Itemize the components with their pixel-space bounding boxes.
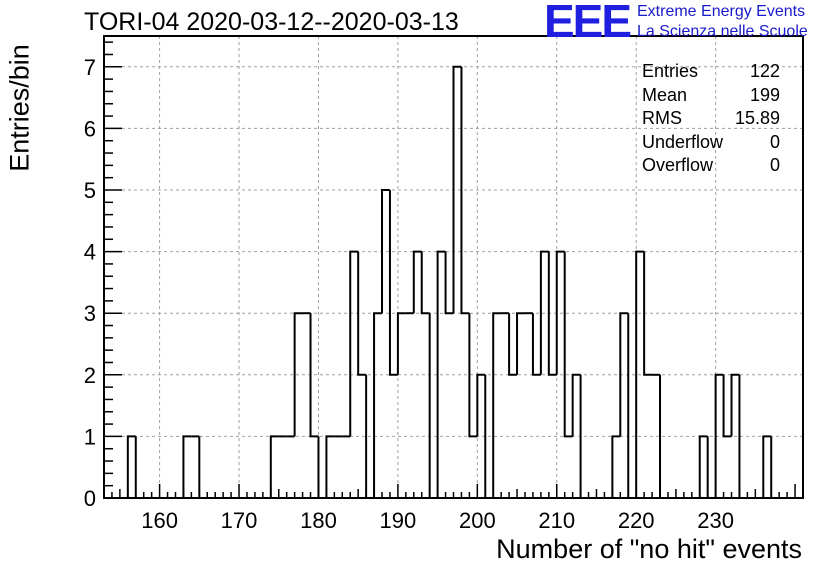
- y-tick-label: 5: [84, 178, 96, 203]
- eee-logo-mark: EEE: [544, 0, 632, 47]
- logo-caption-line1: Extreme Energy Events: [637, 3, 806, 20]
- histogram-bin: [412, 250, 422, 314]
- histogram-bin: [436, 250, 446, 498]
- y-axis-label: Entries/bin: [4, 44, 35, 172]
- histogram-bin: [452, 65, 462, 314]
- histogram-bin: [476, 373, 486, 437]
- axis-ticks: [103, 41, 804, 499]
- histogram-bin: [396, 312, 406, 375]
- x-tick-label: 160: [141, 508, 178, 533]
- histogram-bin: [571, 373, 581, 437]
- x-tick-label: 190: [380, 508, 417, 533]
- histogram-bin: [182, 435, 192, 498]
- stats-label: Mean: [642, 84, 688, 105]
- stats-row-mean: Mean 199: [642, 84, 780, 108]
- histogram-bin: [531, 313, 541, 376]
- histogram-bin: [547, 251, 557, 376]
- histogram-bin: [722, 374, 732, 438]
- histogram-bin: [714, 373, 724, 498]
- histogram-bin: [428, 313, 438, 499]
- stats-label: Underflow: [642, 131, 724, 152]
- y-tick-label: 3: [84, 301, 96, 326]
- y-tick-label: 0: [84, 486, 96, 511]
- histogram-bin: [388, 190, 398, 376]
- y-tick-labels: 0 1 2 3 4 5 6 7: [84, 55, 96, 511]
- x-axis-label: Number of "no hit" events: [496, 534, 802, 564]
- histogram-bin: [357, 251, 367, 376]
- histogram-bin: [460, 66, 470, 315]
- histogram-bin: [706, 436, 716, 499]
- stats-label: Overflow: [642, 155, 714, 175]
- histogram-bin: [293, 312, 303, 437]
- histogram-bin: [317, 436, 327, 499]
- stats-label: Entries: [642, 61, 699, 81]
- histogram-bin: [516, 312, 525, 375]
- histogram-bin: [555, 250, 565, 375]
- histogram-bin: [468, 313, 478, 438]
- histogram-bin: [444, 251, 454, 315]
- stats-row-rms: RMS 15.89: [642, 107, 780, 131]
- histogram-bin: [381, 189, 390, 314]
- stats-value: 199: [749, 84, 780, 105]
- histogram-bin: [508, 313, 518, 376]
- histogram-bin: [134, 436, 144, 499]
- histogram-bin: [635, 250, 645, 498]
- histogram-bin: [373, 312, 383, 498]
- x-tick-label: 170: [221, 508, 258, 533]
- stats-value: 0: [769, 155, 780, 175]
- x-tick-label: 200: [459, 508, 496, 533]
- histogram-bin: [349, 250, 359, 437]
- x-tick-label: 230: [697, 508, 734, 533]
- histogram-bin: [126, 435, 136, 498]
- stats-value: 0: [769, 131, 780, 152]
- y-tick-label: 6: [84, 116, 96, 141]
- histogram-bin: [619, 312, 629, 437]
- histogram-bin: [309, 313, 319, 438]
- histogram-bin: [611, 435, 621, 498]
- histogram-bin: [198, 436, 208, 499]
- stats-row-underflow: Underflow 0: [642, 131, 780, 155]
- stats-box: Entries 122 Mean 199 RMS 15.89 Underflow…: [642, 60, 780, 178]
- logo-caption: Extreme Energy Events La Scienza nelle S…: [637, 2, 808, 42]
- histogram-bin: [627, 313, 637, 499]
- histogram-bin: [698, 435, 708, 498]
- y-tick-label: 7: [84, 55, 96, 80]
- y-tick-label: 4: [84, 240, 96, 265]
- histogram-bin: [492, 312, 502, 498]
- logo-caption-line2: La Scienza nelle Scuole: [637, 23, 808, 40]
- stats-value: 15.89: [734, 108, 780, 128]
- histogram-bin: [325, 435, 335, 498]
- plot-title: TORI-04 2020-03-12--2020-03-13: [84, 8, 459, 36]
- histogram-bin: [539, 250, 549, 375]
- x-tick-label: 210: [538, 508, 575, 533]
- x-tick-labels: 160 170 180 190 200 210 220 230: [141, 508, 734, 533]
- stats-value: 122: [749, 61, 780, 81]
- histogram-bin: [730, 373, 740, 437]
- histogram-bin: [420, 251, 430, 315]
- stats-row-overflow: Overflow 0: [642, 154, 780, 178]
- stats-row-entries: Entries 122: [642, 60, 780, 84]
- y-tick-label: 2: [84, 363, 96, 388]
- histogram-bin: [269, 435, 279, 498]
- histogram-bin: [563, 251, 573, 438]
- stats-label: RMS: [642, 108, 682, 128]
- x-tick-label: 220: [618, 508, 655, 533]
- histogram-bin: [762, 435, 772, 498]
- x-tick-label: 180: [300, 508, 337, 533]
- y-tick-label: 1: [84, 424, 96, 449]
- histogram-bin: [643, 251, 653, 376]
- eee-logo: EEE: [544, 0, 636, 47]
